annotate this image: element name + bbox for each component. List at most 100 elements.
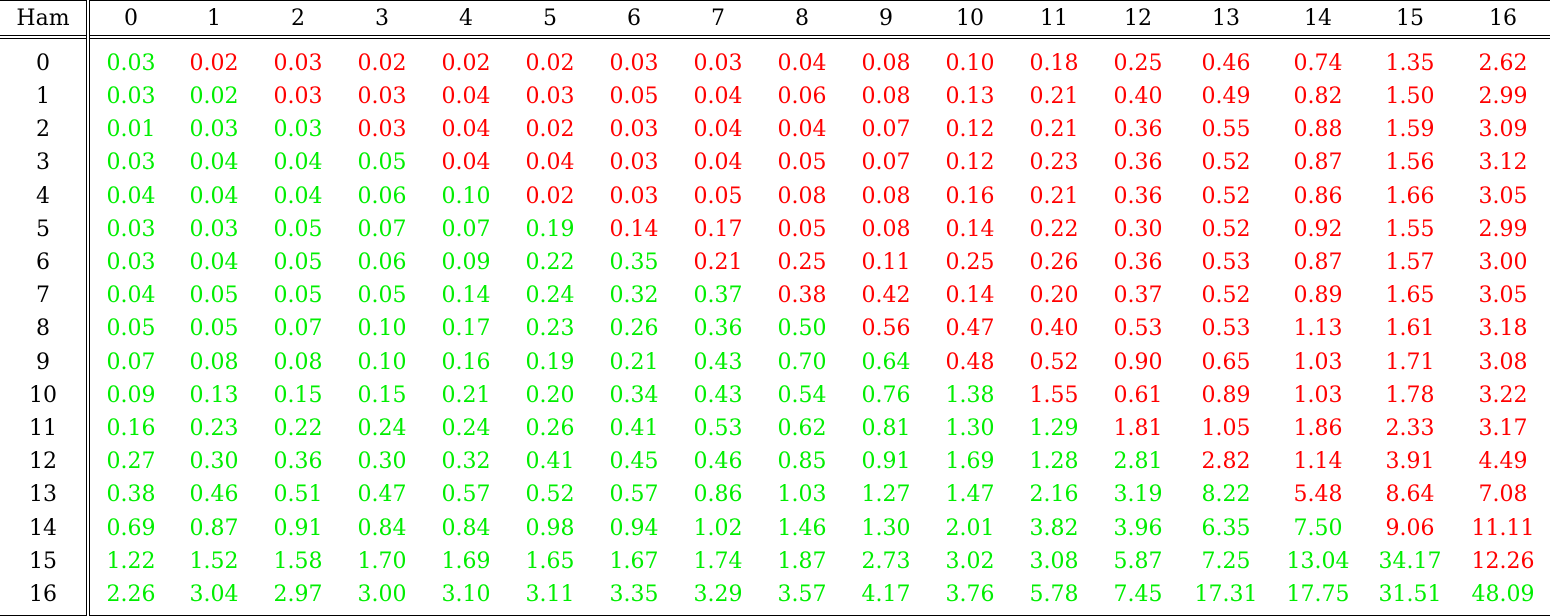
- table-cell: 0.05: [106, 316, 156, 342]
- table-cell: 1.22: [106, 548, 156, 574]
- table-cell: 1.46: [777, 515, 827, 541]
- table-cell: 2.73: [861, 548, 911, 574]
- table-cell: 0.04: [525, 150, 575, 176]
- table-cell: 0.04: [189, 150, 239, 176]
- table-cell: 0.30: [189, 449, 239, 475]
- column-header: 15: [1396, 5, 1424, 31]
- table-cell: 0.30: [1113, 216, 1163, 242]
- table-cell: 1.65: [525, 548, 575, 574]
- row-header: 5: [0, 212, 90, 246]
- table-cell: 0.05: [273, 216, 323, 242]
- table-cell: 7.50: [1293, 515, 1343, 541]
- table-cell: 0.36: [1113, 150, 1163, 176]
- table-cell: 0.03: [106, 150, 156, 176]
- table-cell: 0.23: [1029, 150, 1079, 176]
- table-cell: 0.03: [357, 84, 407, 110]
- table-cell: 0.06: [357, 183, 407, 209]
- table-cell: 3.22: [1478, 382, 1528, 408]
- table-cell: 0.03: [357, 117, 407, 143]
- table-cell: 0.87: [1293, 250, 1343, 276]
- table-cell: 0.08: [273, 349, 323, 375]
- column-header: 8: [795, 5, 809, 31]
- table-cell: 0.01: [106, 117, 156, 143]
- table-cell: 0.87: [1293, 150, 1343, 176]
- table-cell: 0.74: [1293, 51, 1343, 76]
- table-cell: 0.46: [1201, 51, 1251, 76]
- table-cell: 0.21: [1029, 183, 1079, 209]
- table-cell: 0.53: [1201, 316, 1251, 342]
- column-header: 7: [711, 5, 725, 31]
- table-cell: 0.52: [1201, 283, 1251, 309]
- table-cell: 1.03: [777, 482, 827, 508]
- table-cell: 0.86: [1293, 183, 1343, 209]
- table-cell: 0.43: [693, 382, 743, 408]
- table-body: 0 0.03 0.02 0.03 0.02 0.02 0.02 0.03 0.03 0.04 0.0…: [0, 37, 1550, 616]
- table-cell: 0.91: [861, 449, 911, 475]
- table-cell: 0.03: [106, 51, 156, 76]
- table-cell: 0.12: [945, 117, 995, 143]
- table-cell: 0.57: [609, 482, 659, 508]
- table-cell: 5.78: [1029, 581, 1079, 607]
- table-cell: 0.37: [1113, 283, 1163, 309]
- table-cell: 0.52: [1201, 216, 1251, 242]
- table-cell: 0.88: [1293, 117, 1343, 143]
- column-header: 13: [1212, 5, 1240, 31]
- row-header: 6: [0, 245, 90, 280]
- table-cell: 3.76: [945, 581, 995, 607]
- table-cell: 17.31: [1194, 581, 1258, 607]
- table-cell: 0.43: [693, 349, 743, 375]
- table-cell: 1.59: [1385, 117, 1435, 143]
- row-header: 0: [0, 37, 90, 80]
- table-cell: 0.49: [1201, 84, 1251, 110]
- table-row: 7 0.04 0.05 0.05 0.05 0.14 0.24 0.32 0.37 0.38 0.4…: [0, 279, 1550, 313]
- table-cell: 0.02: [525, 183, 575, 209]
- table-cell: 0.38: [106, 482, 156, 508]
- row-header: 8: [0, 312, 90, 346]
- table-cell: 0.05: [609, 84, 659, 110]
- table-cell: 3.19: [1113, 482, 1163, 508]
- table-cell: 0.05: [357, 150, 407, 176]
- table-cell: 7.45: [1113, 581, 1163, 607]
- table-cell: 1.87: [777, 548, 827, 574]
- table-cell: 0.84: [441, 515, 491, 541]
- table-row: 12 0.27 0.30 0.36 0.30 0.32 0.41 0.45 0.46 0.85 0.…: [0, 445, 1550, 479]
- table-cell: 2.33: [1385, 415, 1435, 441]
- table-cell: 0.17: [441, 316, 491, 342]
- table-cell: 3.00: [357, 581, 407, 607]
- table-cell: 0.40: [1029, 316, 1079, 342]
- table-row: 11 0.16 0.23 0.22 0.24 0.24 0.26 0.41 0.53 0.62 0.…: [0, 411, 1550, 446]
- table-cell: 0.17: [693, 216, 743, 242]
- table-cell: 0.26: [525, 415, 575, 441]
- table-cell: 0.90: [1113, 349, 1163, 375]
- table-cell: 1.27: [861, 482, 911, 508]
- table-cell: 0.21: [441, 382, 491, 408]
- table-cell: 0.27: [106, 449, 156, 475]
- column-header: 0: [124, 5, 138, 31]
- table-row: 9 0.07 0.08 0.08 0.10 0.16 0.19 0.21 0.43 0.70 0.6…: [0, 345, 1550, 379]
- row-header: 12: [0, 445, 90, 479]
- header-row: Ham 0 1 2 3 4 5 6 7 8 9 10 11 12 13 14 15 16: [0, 0, 1550, 37]
- table-cell: 0.08: [777, 183, 827, 209]
- table-cell: 1.74: [693, 548, 743, 574]
- table-cell: 0.03: [525, 84, 575, 110]
- table-cell: 0.19: [525, 216, 575, 242]
- table-cell: 1.50: [1385, 84, 1435, 110]
- table-cell: 0.21: [1029, 117, 1079, 143]
- row-header: 2: [0, 113, 90, 147]
- table-cell: 0.07: [861, 150, 911, 176]
- column-header: 2: [291, 5, 305, 31]
- table-cell: 0.32: [441, 449, 491, 475]
- table-cell: 0.24: [357, 415, 407, 441]
- table-cell: 0.46: [693, 449, 743, 475]
- table-cell: 3.35: [609, 581, 659, 607]
- table-cell: 3.96: [1113, 515, 1163, 541]
- table-cell: 0.04: [693, 117, 743, 143]
- table-cell: 2.26: [106, 581, 156, 607]
- table-cell: 0.25: [945, 250, 995, 276]
- table-cell: 0.03: [273, 51, 323, 76]
- table-cell: 1.69: [945, 449, 995, 475]
- table-row: 14 0.69 0.87 0.91 0.84 0.84 0.98 0.94 1.02 1.46 1.…: [0, 511, 1550, 545]
- table-cell: 2.99: [1478, 84, 1528, 110]
- table-cell: 3.12: [1478, 150, 1528, 176]
